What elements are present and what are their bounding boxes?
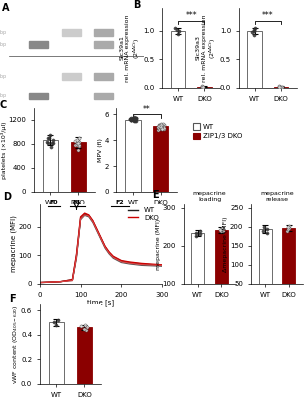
- Text: C: C: [0, 100, 7, 110]
- WT: [83, 212, 87, 216]
- Y-axis label: Δmepacrine (MFI): Δmepacrine (MFI): [223, 216, 228, 272]
- Text: Slc39a1/ZIP1: Slc39a1/ZIP1: [126, 36, 161, 42]
- DKO: [140, 261, 144, 266]
- WT: [111, 254, 115, 259]
- Text: D: D: [3, 192, 11, 202]
- Bar: [215, 230, 228, 322]
- DKO: [75, 252, 78, 256]
- Bar: [29, 41, 48, 48]
- DKO: [79, 214, 82, 219]
- Text: F2: F2: [115, 200, 124, 205]
- Text: ***: ***: [185, 11, 197, 20]
- Text: A: A: [2, 3, 10, 13]
- DKO: [99, 235, 103, 240]
- Bar: [274, 87, 288, 88]
- Y-axis label: platelets (×10³/μl): platelets (×10³/μl): [1, 121, 7, 179]
- Bar: [94, 29, 113, 36]
- Bar: [70, 142, 86, 192]
- DKO: [95, 227, 99, 232]
- Line: WT: WT: [40, 214, 162, 282]
- X-axis label: time [s]: time [s]: [88, 299, 114, 306]
- DKO: [87, 212, 91, 217]
- Title: mepacrine
release: mepacrine release: [260, 192, 294, 202]
- WT: [95, 227, 99, 232]
- Text: B: B: [133, 0, 140, 10]
- DKO: [107, 250, 111, 254]
- WT: [140, 262, 144, 266]
- WT: [160, 263, 164, 268]
- Text: Slc39a3/ZIP3
(WT): Slc39a3/ZIP3 (WT): [126, 70, 161, 81]
- Bar: [76, 327, 92, 384]
- Text: **: **: [143, 105, 151, 114]
- Bar: [247, 31, 262, 88]
- Y-axis label: vWF content (OD$_{405-620}$): vWF content (OD$_{405-620}$): [10, 304, 20, 384]
- WT: [107, 250, 111, 255]
- Bar: [94, 92, 113, 99]
- DKO: [83, 211, 87, 216]
- Bar: [94, 73, 113, 80]
- Bar: [259, 229, 272, 303]
- Text: Het: Het: [100, 58, 112, 68]
- Text: 267 bp: 267 bp: [0, 93, 6, 98]
- DKO: [38, 280, 42, 285]
- Text: F0: F0: [50, 200, 58, 205]
- Bar: [94, 41, 113, 48]
- WT: [99, 236, 103, 241]
- Text: E: E: [152, 190, 159, 200]
- Text: WT: WT: [70, 58, 80, 68]
- Text: DKO: DKO: [36, 10, 50, 23]
- Line: DKO: DKO: [40, 213, 162, 282]
- WT: [91, 219, 95, 224]
- Y-axis label: Slc39a1
rel. mRNA expression
(2$^{ΔΔCt}$): Slc39a1 rel. mRNA expression (2$^{ΔΔCt}$…: [119, 14, 142, 82]
- Text: 433 bp: 433 bp: [0, 30, 6, 35]
- WT: [79, 216, 82, 221]
- Bar: [191, 232, 204, 322]
- Bar: [62, 29, 80, 36]
- Text: 328 bp: 328 bp: [0, 42, 6, 47]
- Bar: [125, 120, 141, 192]
- Y-axis label: mepacrine (MFI): mepacrine (MFI): [11, 216, 17, 272]
- Bar: [43, 140, 58, 192]
- Y-axis label: Slc39a3
rel. mRNA expression
(2$^{ΔΔCt}$): Slc39a3 rel. mRNA expression (2$^{ΔΔCt}$…: [196, 14, 218, 82]
- Bar: [282, 228, 295, 303]
- DKO: [71, 277, 74, 282]
- WT: [38, 280, 42, 285]
- DKO: [160, 262, 164, 267]
- Bar: [197, 87, 212, 88]
- Text: WT: WT: [70, 10, 80, 21]
- Text: Het: Het: [100, 10, 112, 22]
- WT: [120, 259, 123, 264]
- Bar: [49, 322, 64, 384]
- Legend: WT, ZIP1/3 DKO: WT, ZIP1/3 DKO: [193, 124, 242, 139]
- Bar: [153, 126, 168, 192]
- WT: [128, 260, 131, 265]
- Text: F: F: [9, 294, 16, 304]
- Text: DKO: DKO: [36, 58, 50, 70]
- Y-axis label: mepacrine (MFI): mepacrine (MFI): [156, 218, 161, 270]
- WT: [87, 213, 91, 218]
- WT: [103, 244, 107, 249]
- DKO: [120, 258, 123, 263]
- WT: [58, 279, 62, 284]
- Y-axis label: MPV (fl): MPV (fl): [98, 138, 103, 162]
- DKO: [91, 218, 95, 223]
- Bar: [62, 73, 80, 80]
- Text: ***: ***: [262, 11, 274, 20]
- Text: Slc39a3/ZIP3
(KO): Slc39a3/ZIP3 (KO): [126, 90, 161, 100]
- Text: 461 bp: 461 bp: [0, 74, 6, 79]
- DKO: [103, 244, 107, 249]
- Title: mepacrine
loading: mepacrine loading: [193, 192, 226, 202]
- Legend: WT, DKO: WT, DKO: [128, 208, 159, 221]
- Bar: [29, 92, 48, 99]
- DKO: [111, 254, 115, 259]
- DKO: [128, 260, 131, 264]
- Bar: [171, 31, 185, 88]
- Text: F1: F1: [72, 200, 81, 205]
- DKO: [58, 279, 62, 284]
- WT: [75, 253, 78, 258]
- WT: [71, 277, 74, 282]
